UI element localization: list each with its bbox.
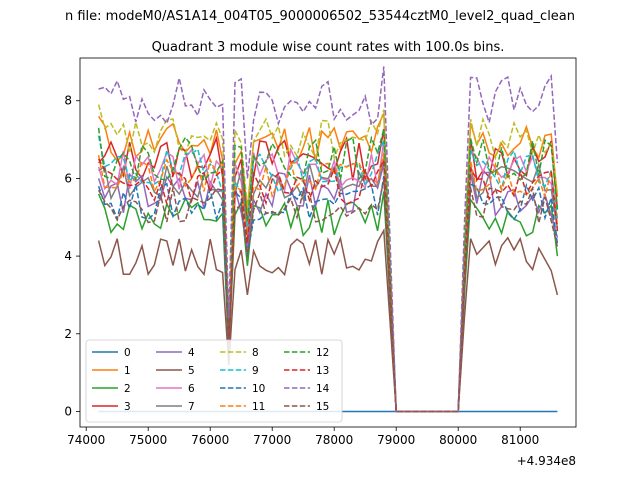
series-line-14 — [98, 66, 559, 413]
legend-label: 11 — [252, 401, 265, 413]
legend-label: 6 — [188, 383, 195, 395]
legend-label: 0 — [124, 347, 131, 359]
series-line-12 — [97, 127, 559, 413]
y-tick-label: 2 — [64, 327, 72, 341]
x-tick-label: 79000 — [377, 433, 415, 447]
series-line-5 — [97, 227, 559, 413]
x-tick-label: 75000 — [129, 433, 167, 447]
x-tick-label: 81000 — [501, 433, 539, 447]
x-tick-label: 76000 — [191, 433, 229, 447]
axes: 74000 75000 76000 77000 78000 79000 80000 81000… — [64, 94, 539, 447]
legend-label: 4 — [188, 347, 195, 359]
x-tick-label: 78000 — [315, 433, 353, 447]
legend-label: 1 — [124, 365, 131, 377]
series-line-15 — [97, 179, 559, 413]
figure-suptitle: n file: modeM0/AS1A14_004T05_9000006502_… — [65, 9, 575, 24]
series-line-11 — [97, 152, 559, 413]
legend-label: 7 — [188, 401, 195, 413]
x-tick-label: 77000 — [253, 433, 291, 447]
legend-label: 3 — [124, 401, 131, 413]
y-tick-label: 4 — [64, 249, 72, 263]
legend-label: 12 — [316, 347, 329, 359]
legend-label: 2 — [124, 383, 131, 395]
plot-area — [97, 66, 559, 413]
x-tick-label: 80000 — [439, 433, 477, 447]
y-tick-label: 6 — [64, 171, 72, 185]
y-tick-label: 8 — [64, 94, 72, 108]
x-offset-label: +4.934e8 — [517, 454, 576, 468]
legend-label: 9 — [252, 365, 259, 377]
x-tick-label: 74000 — [67, 433, 105, 447]
series-line-9 — [97, 135, 559, 413]
legend-box — [85, 339, 343, 423]
legend-label: 14 — [316, 383, 330, 395]
series-line-10 — [97, 175, 559, 413]
y-tick-label: 0 — [64, 404, 72, 418]
plot-frame — [79, 57, 577, 428]
series-line-2 — [97, 191, 559, 413]
chart-title: Quadrant 3 module wise count rates with … — [152, 40, 505, 55]
legend-label: 8 — [252, 347, 259, 359]
legend-label: 10 — [252, 383, 265, 395]
legend-label: 5 — [188, 365, 195, 377]
legend-label: 15 — [316, 401, 329, 413]
series-line-6 — [97, 140, 559, 413]
legend-label: 13 — [316, 365, 329, 377]
series-line-13 — [97, 157, 559, 413]
